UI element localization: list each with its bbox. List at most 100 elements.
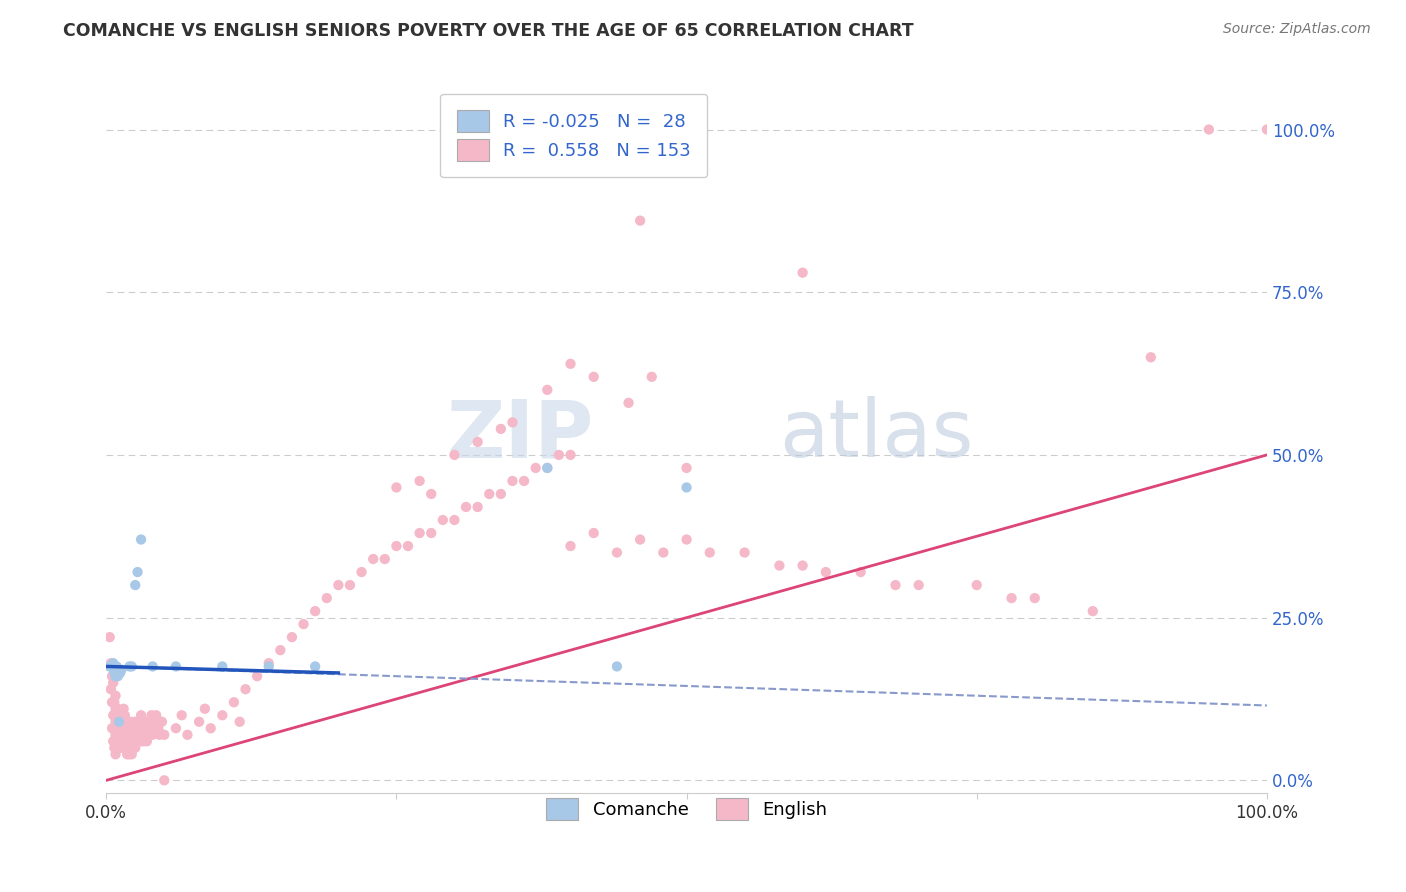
Point [652,545,675,559]
Point [281,630,304,644]
Point [606,659,628,673]
Point [101,669,124,683]
Point [117,714,139,729]
Point [699,545,721,559]
Point [135,728,157,742]
Point [103,734,125,748]
Point [489,422,512,436]
Point [269,643,291,657]
Point [115,721,138,735]
Point [128,721,150,735]
Point [100,656,122,670]
Point [129,708,152,723]
Point [108,734,131,748]
Point [606,545,628,559]
Point [115,747,138,762]
Point [148,721,170,735]
Point [103,708,125,723]
Point [1140,351,1163,365]
Point [124,578,146,592]
Point [134,714,156,729]
Point [582,526,605,541]
Point [100,682,122,697]
Point [124,714,146,729]
Point [118,747,141,762]
Point [443,448,465,462]
Point [107,669,129,683]
Point [339,578,361,592]
Point [103,663,125,677]
Point [454,500,477,514]
Point [420,487,443,501]
Point [135,734,157,748]
Point [118,659,141,673]
Point [105,659,128,673]
Point [432,513,454,527]
Point [124,728,146,742]
Point [628,213,651,227]
Point [143,721,166,735]
Point [443,513,465,527]
Point [108,714,131,729]
Point [103,721,125,735]
Point [103,665,125,680]
Point [513,474,536,488]
Point [420,526,443,541]
Point [1256,122,1278,136]
Point [125,734,148,748]
Point [115,728,138,742]
Point [103,659,125,673]
Point [98,630,121,644]
Point [110,728,132,742]
Point [536,383,558,397]
Point [560,448,582,462]
Point [121,721,143,735]
Point [153,773,176,788]
Point [120,714,142,729]
Point [211,659,233,673]
Point [350,565,373,579]
Point [127,714,149,729]
Point [188,714,211,729]
Point [105,708,128,723]
Point [115,734,138,748]
Point [374,552,396,566]
Point [478,487,501,501]
Point [524,461,547,475]
Point [101,721,124,735]
Point [145,708,167,723]
Point [165,659,187,673]
Point [467,434,489,449]
Point [617,396,640,410]
Point [112,728,135,742]
Point [125,721,148,735]
Point [107,714,129,729]
Point [548,448,571,462]
Point [111,734,134,748]
Point [222,695,245,709]
Text: atlas: atlas [779,396,974,475]
Point [105,734,128,748]
Point [110,663,132,677]
Point [122,728,145,742]
Point [131,728,153,742]
Point [107,728,129,742]
Point [235,682,257,697]
Point [103,656,125,670]
Point [121,734,143,748]
Point [675,480,697,494]
Point [108,665,131,680]
Point [138,728,160,742]
Point [101,695,124,709]
Point [560,357,582,371]
Point [104,702,127,716]
Point [108,708,131,723]
Point [489,487,512,501]
Point [108,721,131,735]
Point [115,740,138,755]
Point [142,728,165,742]
Point [107,663,129,677]
Point [1198,122,1220,136]
Point [98,659,121,673]
Point [1000,591,1022,606]
